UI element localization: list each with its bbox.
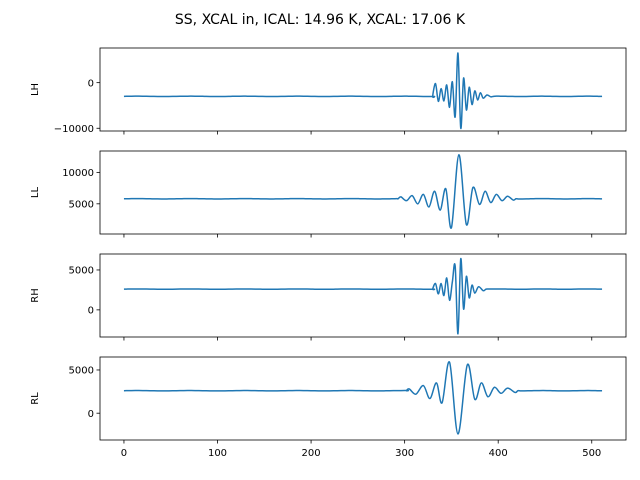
y-tick-label-rh-1: 0 xyxy=(88,305,94,316)
subplot-rh: 5000 0 RH xyxy=(30,253,627,341)
subplot-rl: 5000 0 0 100 200 300 400 500 RL xyxy=(30,356,627,459)
axes-frame-lh xyxy=(99,47,627,132)
subplot-stack: 0 −10000 LH 10000 5000 LL 5000 0 RH 5000 0 0 100 200 3… xyxy=(30,47,627,459)
x-tick-label-5: 500 xyxy=(582,448,601,459)
subplot-lh: 0 −10000 LH xyxy=(30,47,627,135)
axes-frame-rl xyxy=(99,356,627,441)
y-tick-label-lh-0: 0 xyxy=(88,78,94,89)
x-tick-label-1: 100 xyxy=(208,448,227,459)
y-tick-label-ll-1: 5000 xyxy=(69,199,94,210)
x-tick-label-3: 300 xyxy=(395,448,414,459)
y-axis-label-ll: LL xyxy=(30,187,41,199)
y-tick-label-rl-1: 0 xyxy=(88,409,94,420)
x-tick-label-2: 200 xyxy=(302,448,321,459)
series-line-rh xyxy=(123,258,603,335)
x-tick-label-0: 0 xyxy=(121,448,127,459)
y-axis-label-rl: RL xyxy=(30,392,41,405)
series-line-ll xyxy=(123,154,603,229)
x-tick-label-4: 400 xyxy=(489,448,508,459)
y-axis-label-lh: LH xyxy=(30,83,41,96)
series-line-rl xyxy=(123,361,603,435)
axes-frame-ll xyxy=(99,150,627,235)
y-tick-label-rh-0: 5000 xyxy=(69,266,94,277)
figure-title: SS, XCAL in, ICAL: 14.96 K, XCAL: 17.06 … xyxy=(175,12,466,28)
y-tick-label-lh-1: −10000 xyxy=(54,124,94,135)
y-tick-label-ll-0: 10000 xyxy=(62,168,94,179)
y-tick-label-rl-0: 5000 xyxy=(69,366,94,377)
y-axis-label-rh: RH xyxy=(30,288,41,302)
series-line-lh xyxy=(123,52,603,130)
axes-frame-rh xyxy=(99,253,627,338)
subplot-ll: 10000 5000 LL xyxy=(30,150,627,238)
